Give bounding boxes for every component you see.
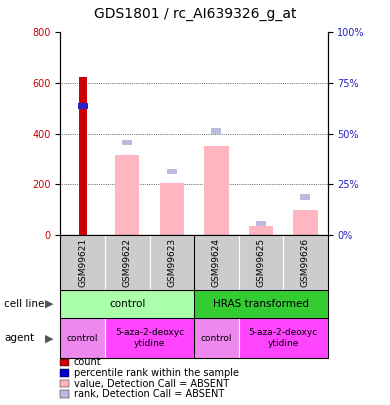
Bar	[204, 146, 229, 235]
Bar	[78, 103, 88, 109]
Text: 5-aza-2-deoxyc
ytidine: 5-aza-2-deoxyc ytidine	[248, 328, 318, 348]
Text: control: control	[200, 334, 232, 343]
Bar	[167, 169, 177, 175]
Text: ▶: ▶	[44, 299, 53, 309]
Bar	[122, 140, 132, 145]
Text: HRAS transformed: HRAS transformed	[213, 299, 309, 309]
Text: control: control	[109, 299, 145, 309]
Text: GSM99625: GSM99625	[256, 238, 265, 287]
Text: GSM99622: GSM99622	[123, 238, 132, 287]
Text: GDS1801 / rc_AI639326_g_at: GDS1801 / rc_AI639326_g_at	[94, 7, 296, 21]
Text: rank, Detection Call = ABSENT: rank, Detection Call = ABSENT	[74, 389, 224, 399]
Text: cell line: cell line	[4, 299, 44, 309]
Text: count: count	[74, 358, 101, 367]
Text: ▶: ▶	[44, 333, 53, 343]
Text: agent: agent	[4, 333, 34, 343]
Bar	[115, 155, 140, 235]
Bar	[248, 226, 273, 235]
Text: GSM99626: GSM99626	[301, 238, 310, 287]
Text: 5-aza-2-deoxyc
ytidine: 5-aza-2-deoxyc ytidine	[115, 328, 184, 348]
Text: percentile rank within the sample: percentile rank within the sample	[74, 368, 239, 378]
Text: GSM99624: GSM99624	[212, 238, 221, 287]
Bar	[300, 194, 310, 200]
Text: GSM99621: GSM99621	[78, 238, 87, 287]
Text: control: control	[67, 334, 98, 343]
Bar	[256, 221, 266, 226]
Bar	[293, 210, 317, 235]
Bar	[160, 183, 184, 235]
Text: value, Detection Call = ABSENT: value, Detection Call = ABSENT	[74, 379, 229, 388]
Text: GSM99623: GSM99623	[167, 238, 176, 287]
Bar	[211, 128, 221, 134]
Bar	[79, 77, 87, 235]
